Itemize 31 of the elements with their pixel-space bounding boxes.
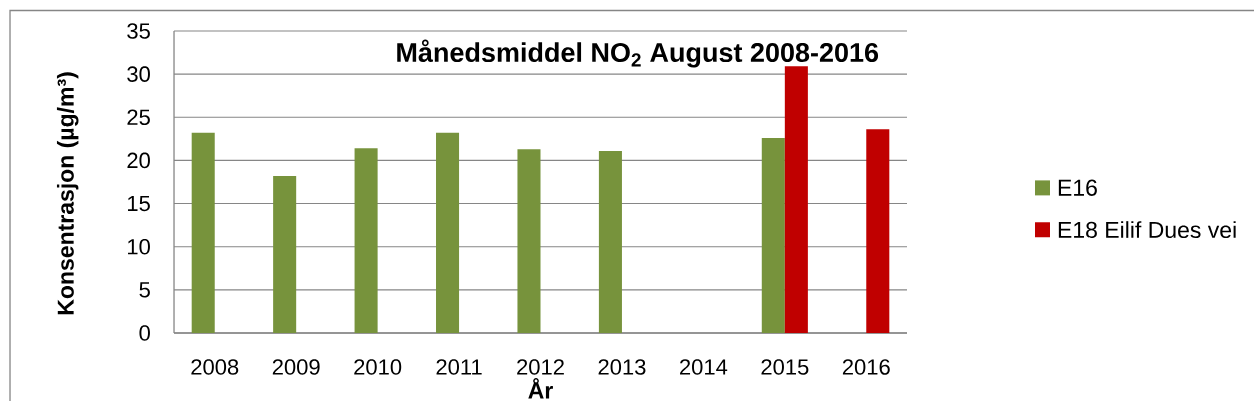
- y-tick-label: 25: [127, 109, 150, 126]
- y-tick-label: 35: [127, 23, 150, 39]
- bar: [273, 175, 297, 333]
- x-tick-label: 2008: [191, 359, 239, 375]
- bar: [598, 150, 622, 333]
- x-tick-label: 2013: [598, 359, 646, 375]
- x-tick-label: 2009: [272, 359, 320, 375]
- y-axis-title: Konsentrasjon (µg/m³): [56, 72, 79, 315]
- y-tick-label: 30: [127, 66, 150, 82]
- bar: [866, 129, 890, 333]
- x-tick-label: 2016: [842, 359, 890, 375]
- y-tick-label: 15: [128, 195, 150, 212]
- x-tick-label: 2014: [680, 359, 728, 375]
- y-tick-label: 20: [127, 152, 150, 169]
- bar: [191, 132, 215, 333]
- y-tick-label: 10: [128, 238, 150, 255]
- x-tick-label: 2015: [761, 359, 809, 375]
- bar: [517, 149, 541, 333]
- bar: [761, 137, 785, 333]
- bar: [784, 66, 808, 333]
- x-tick-label: 2012: [517, 359, 564, 375]
- x-tick-label: 2010: [354, 359, 402, 375]
- y-tick-label: 5: [139, 282, 150, 298]
- x-axis-title: År: [528, 378, 553, 399]
- bar: [436, 132, 460, 333]
- legend-label: E16: [1058, 179, 1097, 196]
- y-tick-label: 0: [139, 325, 150, 341]
- bar: [354, 148, 378, 333]
- legend-label: E18 Eilif Dues vei: [1058, 221, 1236, 239]
- chart-title: Månedsmiddel NO$_{2}$ August 2008-2016: [397, 39, 879, 68]
- x-tick-label: 2011: [436, 359, 482, 375]
